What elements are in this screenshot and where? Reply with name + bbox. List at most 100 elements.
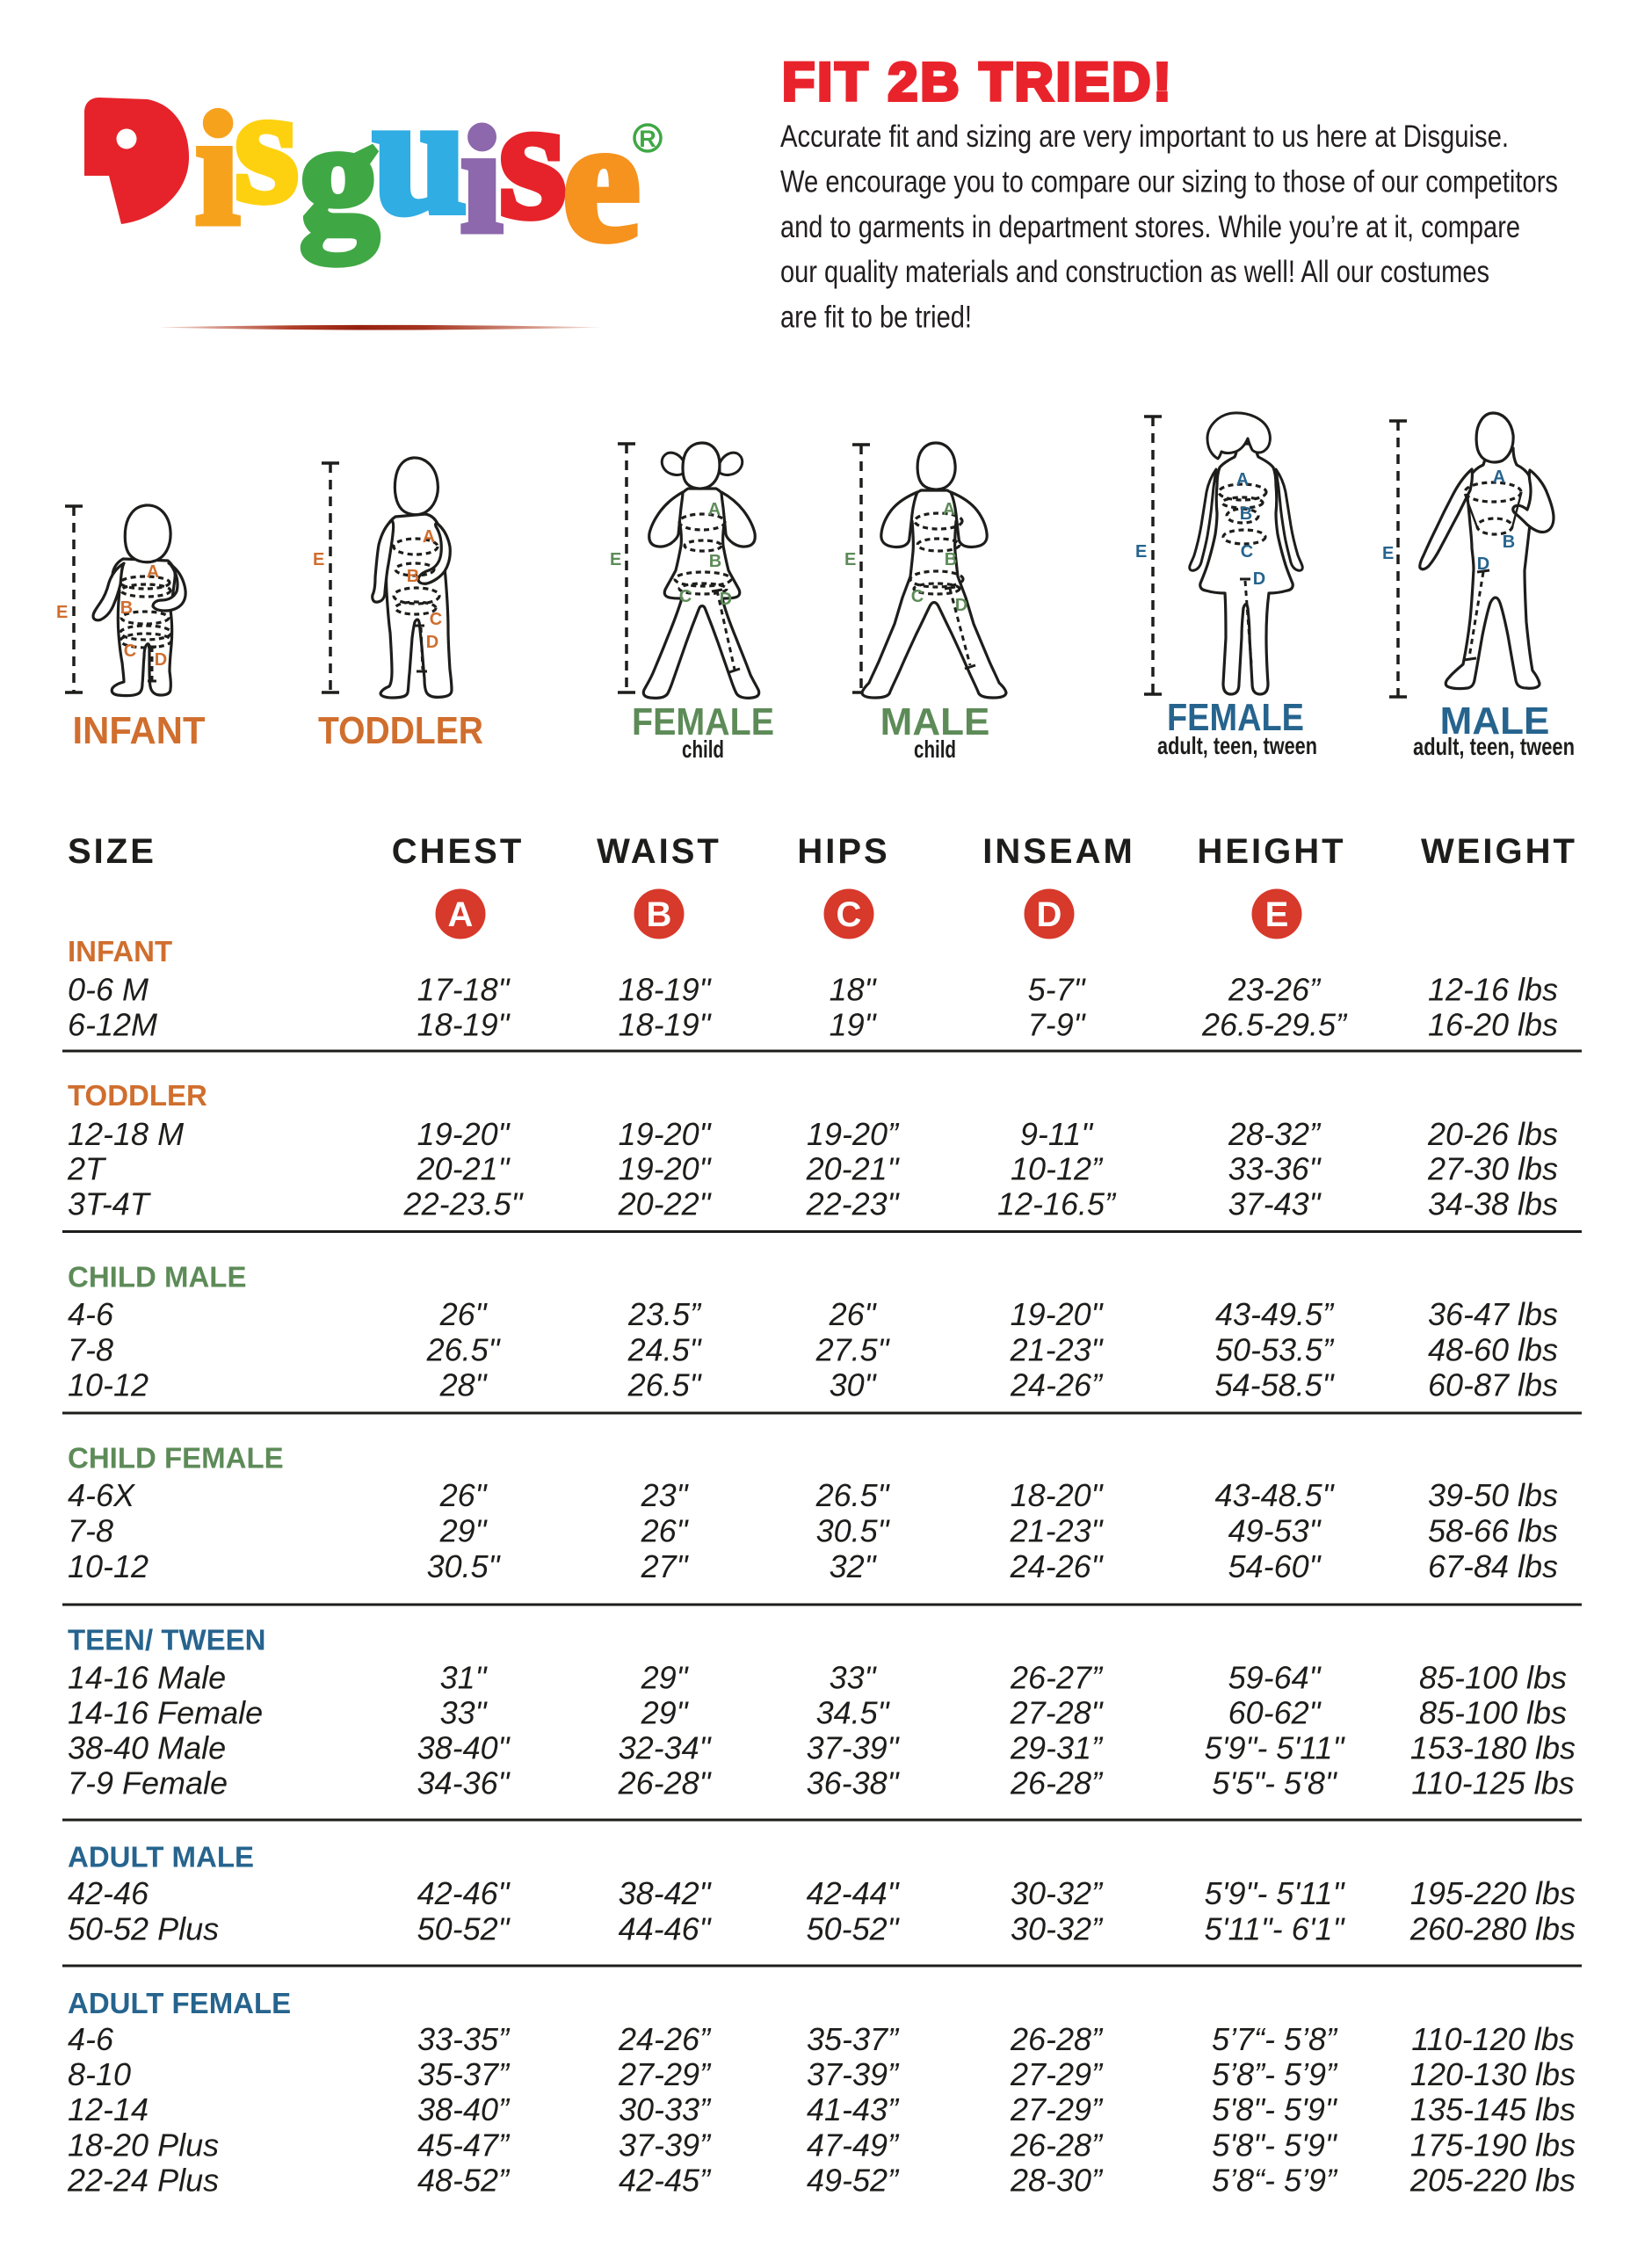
svg-text:SIZE: SIZE <box>68 832 156 871</box>
svg-text:31": 31" <box>440 1660 489 1696</box>
svg-text:26-28”: 26-28” <box>1010 2021 1104 2057</box>
svg-text:35-37”: 35-37” <box>417 2056 511 2092</box>
svg-text:30": 30" <box>830 1367 878 1403</box>
svg-text:30.5": 30.5" <box>816 1513 891 1549</box>
svg-text:28": 28" <box>439 1367 489 1403</box>
svg-text:22-24 Plus: 22-24 Plus <box>67 2163 219 2199</box>
svg-text:22-23.5": 22-23.5" <box>403 1186 525 1222</box>
svg-text:2T: 2T <box>67 1151 107 1187</box>
svg-text:175-190 lbs: 175-190 lbs <box>1410 2127 1576 2163</box>
svg-text:D: D <box>720 590 732 609</box>
svg-text:28-30”: 28-30” <box>1010 2163 1104 2199</box>
svg-text:TODDLER: TODDLER <box>318 709 483 752</box>
svg-text:50-53.5”: 50-53.5” <box>1215 1332 1335 1368</box>
svg-text:CHILD FEMALE: CHILD FEMALE <box>68 1442 284 1475</box>
svg-text:E: E <box>1135 542 1147 562</box>
svg-text:36-47 lbs: 36-47 lbs <box>1428 1296 1558 1332</box>
svg-text:19-20": 19-20" <box>1011 1296 1105 1332</box>
svg-text:85-100 lbs: 85-100 lbs <box>1419 1660 1567 1696</box>
svg-text:adult, teen, tween: adult, teen, tween <box>1413 733 1575 760</box>
svg-text:C: C <box>430 610 442 629</box>
svg-text:E: E <box>313 550 324 569</box>
svg-text:WAIST: WAIST <box>597 832 721 871</box>
svg-text:37-39”: 37-39” <box>807 2056 900 2092</box>
svg-text:12-16 lbs: 12-16 lbs <box>1428 972 1558 1008</box>
svg-text:33": 33" <box>440 1695 489 1731</box>
svg-text:50-52": 50-52" <box>807 1911 901 1947</box>
svg-text:37-39": 37-39" <box>807 1730 901 1766</box>
svg-text:19": 19" <box>830 1007 878 1043</box>
svg-text:5'11"- 6'1": 5'11"- 6'1" <box>1205 1911 1346 1947</box>
svg-text:14-16 Female: 14-16 Female <box>68 1695 263 1731</box>
svg-text:42-44": 42-44" <box>807 1875 901 1911</box>
svg-text:26-28": 26-28" <box>618 1765 713 1801</box>
svg-text:12-14: 12-14 <box>68 2091 149 2127</box>
svg-text:28-32”: 28-32” <box>1228 1116 1322 1152</box>
svg-text:23-26”: 23-26” <box>1228 972 1322 1008</box>
svg-text:FEMALE: FEMALE <box>1167 696 1304 739</box>
svg-text:26-28”: 26-28” <box>1010 2127 1104 2163</box>
svg-text:6-12M: 6-12M <box>68 1007 157 1043</box>
svg-text:MALE: MALE <box>880 700 990 743</box>
svg-text:33-35”: 33-35” <box>417 2021 511 2057</box>
svg-text:MALE: MALE <box>1440 699 1550 743</box>
svg-text:A: A <box>448 895 474 934</box>
svg-text:Accurate fit and sizing are ve: Accurate fit and sizing are very importa… <box>780 120 1509 154</box>
svg-text:26.5": 26.5" <box>426 1332 502 1368</box>
svg-text:19-20": 19-20" <box>417 1116 511 1152</box>
svg-text:20-22": 20-22" <box>618 1186 713 1222</box>
svg-text:26.5": 26.5" <box>627 1367 703 1403</box>
svg-text:26": 26" <box>439 1477 489 1513</box>
svg-text:CHILD MALE: CHILD MALE <box>68 1261 246 1294</box>
svg-text:27-30 lbs: 27-30 lbs <box>1427 1151 1558 1187</box>
svg-text:FEMALE: FEMALE <box>632 700 774 743</box>
svg-text:33-36": 33-36" <box>1228 1151 1322 1187</box>
svg-text:20-21": 20-21" <box>417 1151 511 1187</box>
svg-text:7-8: 7-8 <box>68 1332 113 1368</box>
svg-text:4-6: 4-6 <box>68 2021 114 2057</box>
svg-text:B: B <box>647 895 672 934</box>
svg-text:E: E <box>56 603 68 622</box>
svg-text:49-53": 49-53" <box>1228 1513 1322 1549</box>
svg-text:adult, teen, tween: adult, teen, tween <box>1157 732 1317 759</box>
svg-text:B: B <box>1240 504 1252 524</box>
svg-text:39-50 lbs: 39-50 lbs <box>1428 1477 1558 1513</box>
svg-text:54-60": 54-60" <box>1228 1548 1322 1584</box>
svg-text:and to garments in department: and to garments in department stores. Wh… <box>780 210 1520 244</box>
svg-text:18-19": 18-19" <box>619 972 713 1008</box>
svg-text:26-28”: 26-28” <box>1010 1765 1104 1801</box>
svg-text:INFANT: INFANT <box>73 709 206 752</box>
svg-text:D: D <box>1253 569 1265 589</box>
svg-text:s: s <box>499 63 566 254</box>
svg-text:60-62": 60-62" <box>1228 1695 1322 1731</box>
svg-text:22-23": 22-23" <box>806 1186 901 1222</box>
svg-text:41-43”: 41-43” <box>807 2091 900 2127</box>
svg-text:27.5": 27.5" <box>815 1332 891 1368</box>
svg-text:R: R <box>639 126 656 152</box>
svg-text:FIT 2B TRIED!: FIT 2B TRIED! <box>782 52 1174 112</box>
svg-text:33": 33" <box>830 1660 878 1696</box>
svg-text:205-220 lbs: 205-220 lbs <box>1409 2163 1576 2199</box>
svg-text:29": 29" <box>641 1695 690 1731</box>
svg-text:49-52”: 49-52” <box>807 2163 900 2199</box>
svg-text:45-47”: 45-47” <box>417 2127 511 2163</box>
svg-text:5-7": 5-7" <box>1028 972 1087 1008</box>
svg-text:26": 26" <box>829 1296 878 1332</box>
svg-text:30-32”: 30-32” <box>1011 1875 1104 1911</box>
svg-text:TODDLER: TODDLER <box>68 1079 207 1112</box>
svg-text:D: D <box>155 650 167 670</box>
svg-text:18-20 Plus: 18-20 Plus <box>68 2127 219 2163</box>
svg-text:B: B <box>945 550 957 569</box>
svg-text:34-36": 34-36" <box>417 1765 511 1801</box>
svg-text:our quality materials and cons: our quality materials and construction a… <box>780 255 1489 289</box>
svg-text:A: A <box>1493 467 1505 487</box>
svg-text:153-180 lbs: 153-180 lbs <box>1410 1730 1576 1766</box>
svg-text:child: child <box>682 736 724 763</box>
svg-text:5’8“- 5’9”: 5’8“- 5’9” <box>1212 2163 1338 2199</box>
svg-text:30-32”: 30-32” <box>1011 1911 1104 1947</box>
svg-text:HIPS: HIPS <box>797 832 889 871</box>
svg-text:are fit to be tried!: are fit to be tried! <box>780 301 972 335</box>
svg-text:32": 32" <box>830 1548 878 1584</box>
svg-text:A: A <box>943 500 955 519</box>
svg-text:C: C <box>911 587 924 606</box>
